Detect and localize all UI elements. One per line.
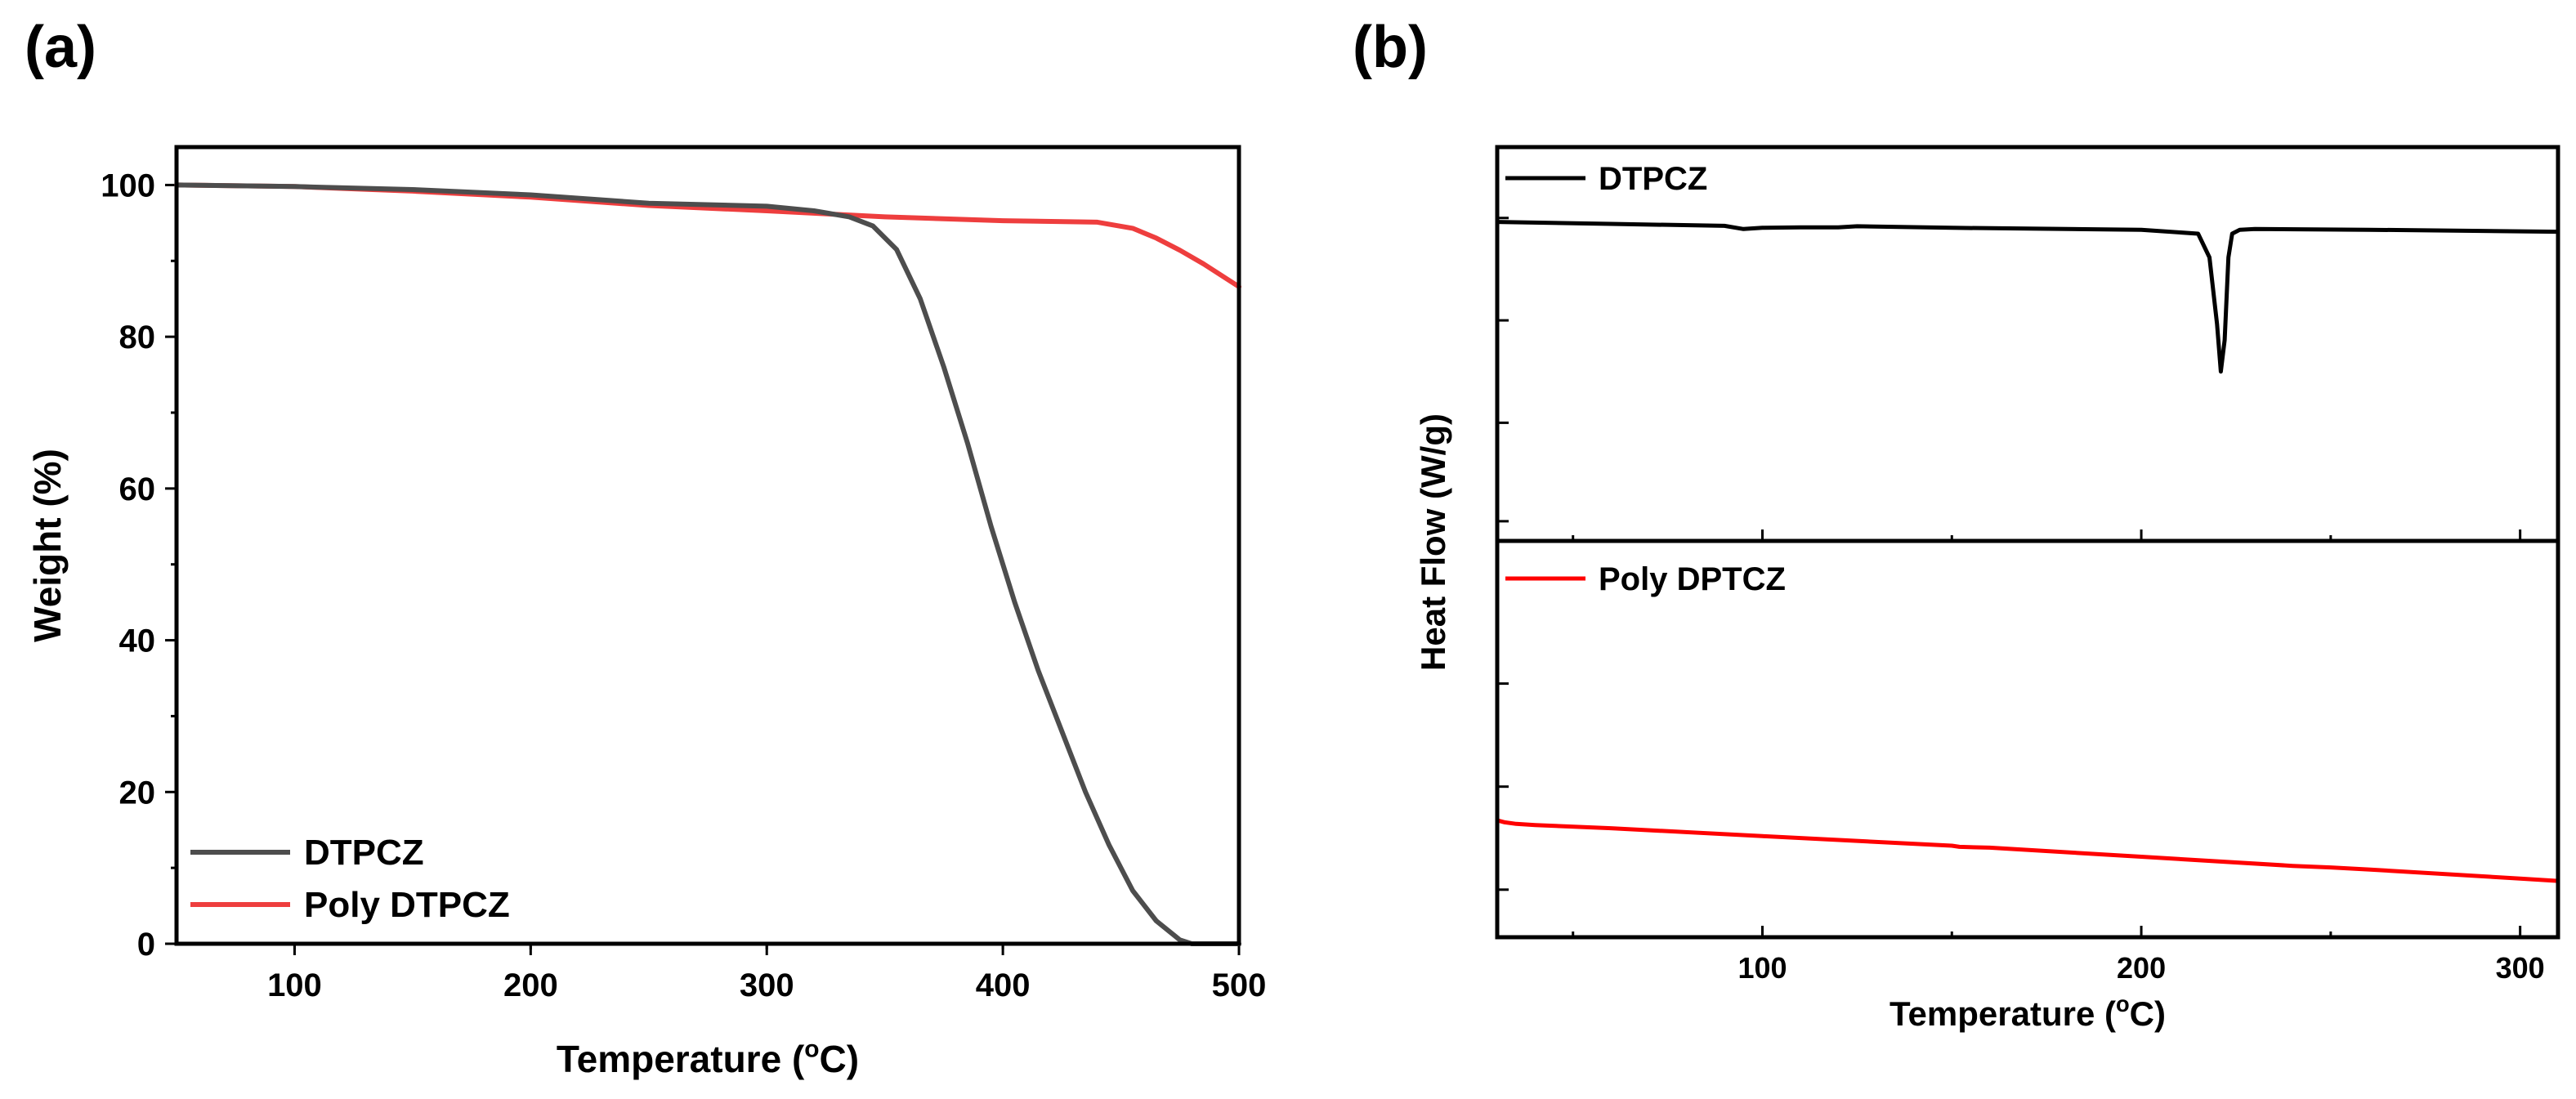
y-axis-title: Weight (%) (26, 449, 69, 642)
x-tick-label: 200 (503, 967, 558, 1003)
panel-label-b: (b) (1353, 15, 1428, 80)
legend-label-0: DTPCZ (304, 833, 424, 873)
legend-label-0: DTPCZ (1599, 161, 1707, 197)
x-tick-label: 100 (267, 967, 322, 1003)
y-tick-label: 60 (119, 471, 156, 507)
plot-frame (174, 145, 1241, 946)
panel-label-a: (a) (25, 15, 96, 80)
series-line-1 (1496, 818, 2559, 883)
x-axis-title-part: Temperature ( (1890, 994, 2116, 1033)
x-axis-title-part: Temperature ( (557, 1038, 805, 1080)
x-tick-label: 500 (1212, 967, 1267, 1003)
x-axis-title-superscript: o (804, 1036, 819, 1063)
y-tick-label: 0 (137, 927, 155, 963)
x-axis-title: Temperature (oC) (1890, 991, 2166, 1033)
series-line-1 (174, 182, 1241, 289)
series-line-0 (174, 182, 1241, 946)
x-axis-title-part: C) (820, 1038, 860, 1080)
y-axis-title: Heat Flow (W/g) (1414, 413, 1452, 671)
y-tick-label: 20 (119, 775, 156, 811)
tga-chart: 100 200 300 400 500 0 20 40 60 80 100 DTPCZ Poly DTP… (26, 145, 1267, 1080)
x-axis-title-superscript: o (2116, 991, 2130, 1016)
x-axis-title: Temperature (oC) (557, 1036, 859, 1080)
y-tick-label: 40 (119, 623, 156, 659)
dsc-chart: 100 200 300 DTPCZ Poly DPTCZ Temperature (oC)… (1414, 145, 2560, 1033)
x-tick-label: 200 (2117, 951, 2166, 985)
x-tick-label: 300 (2496, 951, 2545, 985)
x-tick-label: 300 (740, 967, 794, 1003)
y-tick-label: 80 (119, 319, 156, 355)
legend-label-1: Poly DTPCZ (304, 885, 510, 925)
x-axis-title-part: C) (2130, 994, 2166, 1033)
x-tick-label: 400 (976, 967, 1031, 1003)
series-line-0 (1496, 220, 2559, 374)
legend-label-1: Poly DPTCZ (1599, 561, 1786, 597)
y-tick-label: 100 (101, 168, 155, 203)
x-tick-label: 100 (1737, 951, 1787, 985)
